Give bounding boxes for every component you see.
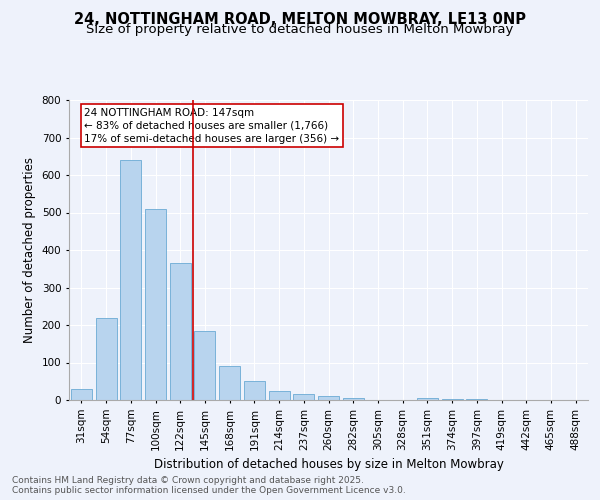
Bar — [120, 160, 141, 400]
Text: 24, NOTTINGHAM ROAD, MELTON MOWBRAY, LE13 0NP: 24, NOTTINGHAM ROAD, MELTON MOWBRAY, LE1… — [74, 12, 526, 28]
Bar — [417, 398, 438, 400]
Bar — [293, 394, 314, 400]
X-axis label: Distribution of detached houses by size in Melton Mowbray: Distribution of detached houses by size … — [154, 458, 503, 471]
Bar — [244, 381, 265, 400]
Bar — [145, 209, 166, 400]
Text: Contains HM Land Registry data © Crown copyright and database right 2025.
Contai: Contains HM Land Registry data © Crown c… — [12, 476, 406, 495]
Bar — [170, 263, 191, 400]
Bar — [343, 398, 364, 400]
Bar — [194, 330, 215, 400]
Bar — [71, 389, 92, 400]
Bar — [95, 318, 116, 400]
Y-axis label: Number of detached properties: Number of detached properties — [23, 157, 36, 343]
Bar — [269, 390, 290, 400]
Bar — [442, 399, 463, 400]
Bar — [318, 396, 339, 400]
Bar — [466, 399, 487, 400]
Text: 24 NOTTINGHAM ROAD: 147sqm
← 83% of detached houses are smaller (1,766)
17% of s: 24 NOTTINGHAM ROAD: 147sqm ← 83% of deta… — [85, 108, 340, 144]
Text: Size of property relative to detached houses in Melton Mowbray: Size of property relative to detached ho… — [86, 22, 514, 36]
Bar — [219, 366, 240, 400]
